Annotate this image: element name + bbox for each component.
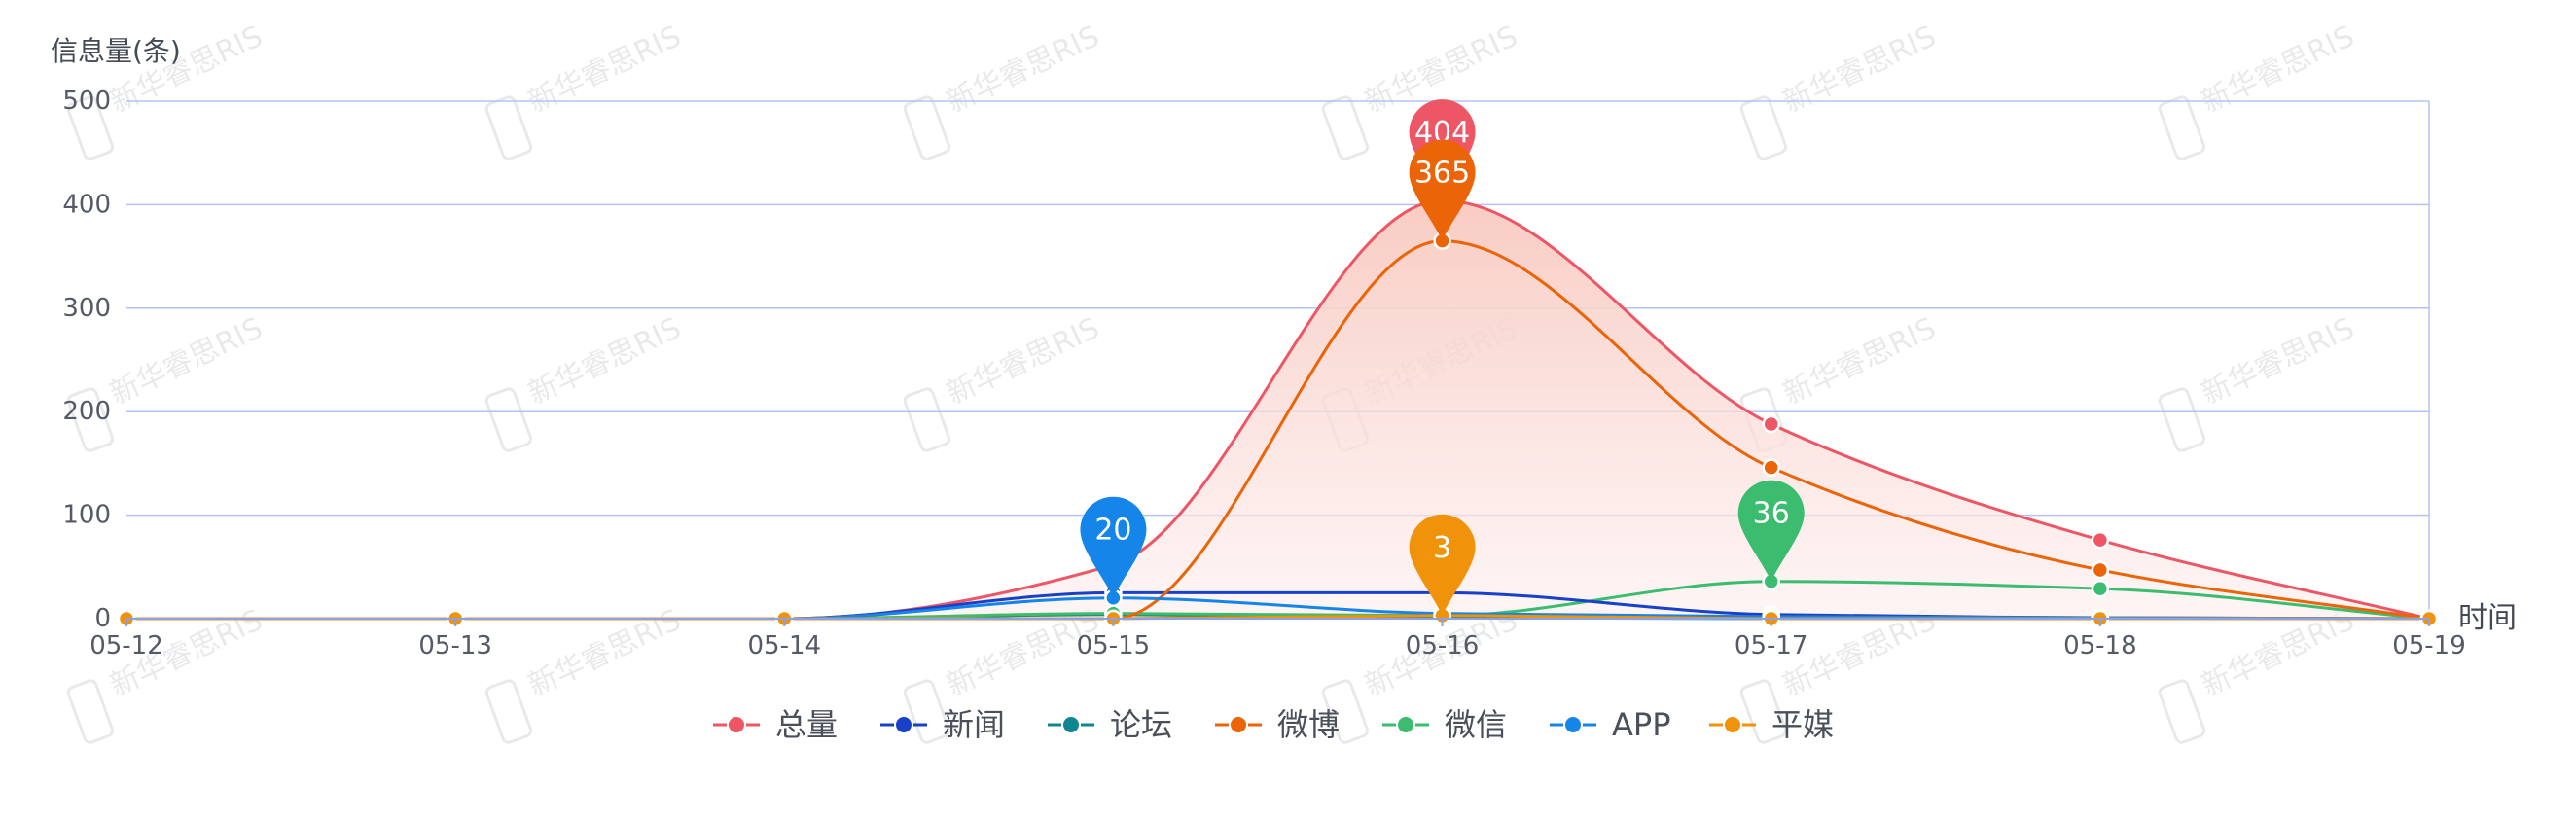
watermark: 新华睿思RIS [2158, 311, 2360, 452]
legend-label: 总量 [775, 706, 838, 743]
data-point[interactable] [1762, 458, 1780, 477]
data-point[interactable] [1762, 414, 1780, 434]
watermark: 新华睿思RIS [484, 19, 687, 160]
y-tick-label: 500 [62, 87, 111, 116]
legend-marker [727, 715, 746, 734]
legend: 总量 新闻 论坛 微博 微信 APP 平媒 [713, 706, 1834, 743]
watermark: 新华睿思RIS [484, 603, 686, 744]
y-axis-title: 信息量(条) [51, 35, 181, 67]
legend-item-APP[interactable]: APP [1550, 706, 1670, 743]
watermark: 新华睿思RIS [66, 311, 268, 452]
pin-微博[interactable]: 365 [1409, 139, 1476, 241]
y-tick-label: 200 [62, 397, 111, 426]
svg-text:新华睿思RIS: 新华睿思RIS [2197, 19, 2360, 120]
x-tick-label: 05-15 [1077, 631, 1151, 660]
pin-微信[interactable]: 36 [1737, 480, 1805, 582]
pin-shape [1409, 139, 1476, 241]
y-tick-label: 300 [62, 294, 111, 323]
legend-marker [1229, 715, 1248, 734]
pin-label: 3 [1433, 531, 1451, 565]
pin-shape [1080, 496, 1147, 598]
legend-label: 微博 [1277, 706, 1340, 743]
watermark: 新华睿思RIS [2158, 19, 2360, 160]
legend-item-新闻[interactable]: 新闻 [880, 706, 1005, 743]
x-tick-label: 05-16 [1406, 631, 1480, 660]
legend-marker [1396, 715, 1415, 734]
svg-text:新华睿思RIS: 新华睿思RIS [523, 19, 687, 120]
axes: 0 100 200 300 400 500 05-12 05-13 05-14 05-15 05-1… [51, 35, 2517, 660]
pin-shape [1409, 514, 1476, 616]
svg-text:新华睿思RIS: 新华睿思RIS [1778, 311, 1942, 411]
pin-label: 36 [1753, 497, 1790, 531]
watermark-layer: 新华睿思RIS 新华睿思RIS 新华睿思RIS 新华睿思RIS 新华睿思RIS 新华睿思R… [66, 19, 2360, 744]
x-tick-label: 05-19 [2392, 631, 2466, 660]
legend-item-平媒[interactable]: 平媒 [1709, 706, 1834, 743]
pin-平媒[interactable]: 3 [1409, 514, 1476, 616]
watermark: 新华睿思RIS [903, 311, 1105, 452]
pin-label: 20 [1094, 514, 1131, 548]
svg-text:新华睿思RIS: 新华睿思RIS [942, 19, 1105, 120]
legend-label: 论坛 [1110, 706, 1172, 743]
legend-marker [894, 715, 913, 734]
legend-marker [1061, 715, 1081, 734]
data-point[interactable] [2091, 530, 2110, 550]
legend-label: APP [1612, 706, 1670, 743]
series-area-总量 [126, 200, 2429, 619]
legend-label: 新闻 [943, 706, 1005, 743]
legend-label: 平媒 [1771, 706, 1834, 743]
y-tick-label: 0 [94, 604, 111, 633]
area-layer [126, 200, 2429, 619]
legend-item-论坛[interactable]: 论坛 [1048, 706, 1172, 743]
watermark: 新华睿思RIS [2158, 603, 2359, 744]
x-tick-label: 05-12 [89, 631, 163, 660]
svg-text:新华睿思RIS: 新华睿思RIS [2197, 311, 2360, 411]
data-point[interactable] [2091, 579, 2110, 598]
x-tick-label: 05-18 [2063, 631, 2137, 660]
svg-text:新华睿思RIS: 新华睿思RIS [942, 311, 1105, 411]
legend-marker [1723, 715, 1742, 734]
pin-label: 365 [1414, 157, 1470, 191]
legend-label: 微信 [1445, 706, 1507, 743]
x-tick-label: 05-14 [748, 631, 822, 660]
watermark: 新华睿思RIS [1739, 19, 1942, 160]
pin-APP[interactable]: 20 [1080, 496, 1147, 598]
svg-text:新华睿思RIS: 新华睿思RIS [1778, 19, 1942, 120]
svg-text:新华睿思RIS: 新华睿思RIS [105, 311, 268, 411]
x-axis-title: 时间 [2458, 601, 2517, 635]
watermark: 新华睿思RIS [484, 311, 687, 452]
y-tick-label: 100 [62, 501, 111, 530]
svg-text:新华睿思RIS: 新华睿思RIS [523, 311, 687, 411]
legend-marker [1563, 715, 1583, 734]
legend-item-总量[interactable]: 总量 [713, 706, 838, 743]
data-point[interactable] [2091, 560, 2110, 580]
legend-item-微博[interactable]: 微博 [1215, 706, 1340, 743]
pin-shape [1737, 480, 1805, 582]
y-tick-label: 400 [62, 190, 111, 219]
x-tick-label: 05-13 [418, 631, 492, 660]
legend-item-微信[interactable]: 微信 [1382, 706, 1507, 743]
x-tick-label: 05-17 [1735, 631, 1808, 660]
watermark: 新华睿思RIS [903, 19, 1105, 160]
